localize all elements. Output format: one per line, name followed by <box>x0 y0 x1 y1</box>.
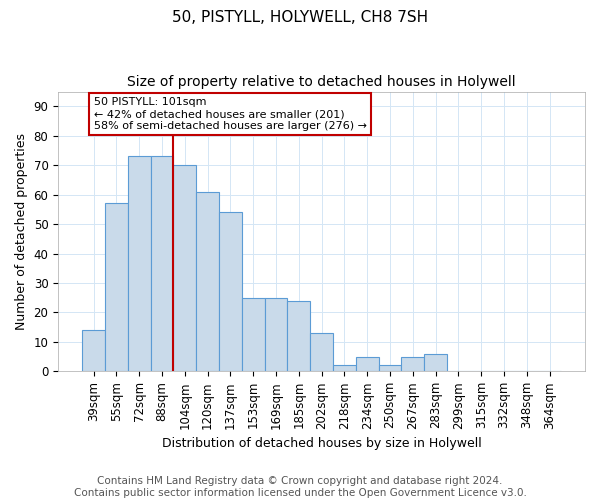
Bar <box>151 156 173 372</box>
Bar <box>82 330 105 372</box>
Bar <box>128 156 151 372</box>
Y-axis label: Number of detached properties: Number of detached properties <box>15 133 28 330</box>
Bar <box>401 356 424 372</box>
Text: Contains HM Land Registry data © Crown copyright and database right 2024.
Contai: Contains HM Land Registry data © Crown c… <box>74 476 526 498</box>
Bar <box>265 298 287 372</box>
X-axis label: Distribution of detached houses by size in Holywell: Distribution of detached houses by size … <box>162 437 481 450</box>
Bar <box>196 192 219 372</box>
Bar <box>356 356 379 372</box>
Bar <box>219 212 242 372</box>
Bar <box>105 204 128 372</box>
Text: 50, PISTYLL, HOLYWELL, CH8 7SH: 50, PISTYLL, HOLYWELL, CH8 7SH <box>172 10 428 25</box>
Bar <box>333 366 356 372</box>
Bar <box>173 165 196 372</box>
Bar <box>379 366 401 372</box>
Bar <box>242 298 265 372</box>
Text: 50 PISTYLL: 101sqm
← 42% of detached houses are smaller (201)
58% of semi-detach: 50 PISTYLL: 101sqm ← 42% of detached hou… <box>94 98 367 130</box>
Bar <box>310 333 333 372</box>
Bar <box>287 300 310 372</box>
Title: Size of property relative to detached houses in Holywell: Size of property relative to detached ho… <box>127 75 516 89</box>
Bar <box>424 354 447 372</box>
